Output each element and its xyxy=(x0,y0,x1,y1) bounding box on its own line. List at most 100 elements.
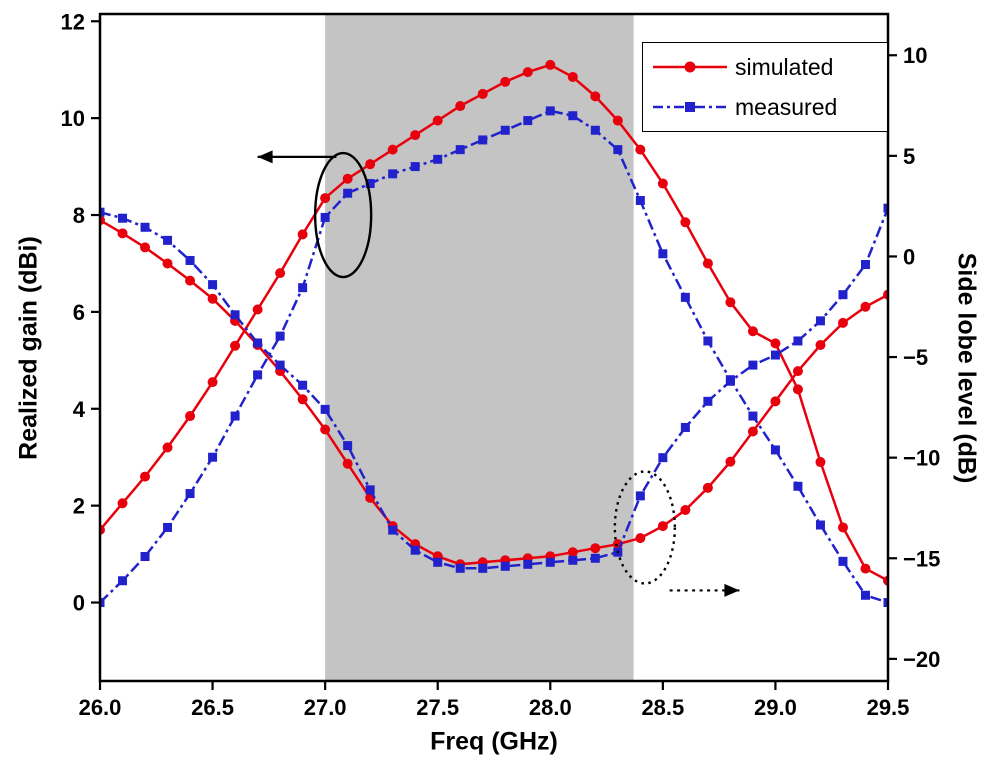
x-tick-label: 28.0 xyxy=(529,695,572,720)
shaded-band xyxy=(325,14,634,681)
legend-label-measured: measured xyxy=(735,93,838,120)
measured-sidelobe-marker xyxy=(433,557,443,567)
measured-sidelobe-marker xyxy=(793,336,803,346)
x-axis-title: Freq (GHz) xyxy=(430,727,558,756)
measured-sidelobe-marker xyxy=(725,376,735,386)
simulated-gain-marker xyxy=(545,59,556,70)
measured-gain-marker xyxy=(883,598,888,608)
simulated-gain-marker xyxy=(500,76,511,87)
simulated-sidelobe-marker xyxy=(342,458,353,469)
measured-gain-marker xyxy=(388,169,398,179)
simulated-sidelobe-marker xyxy=(725,456,736,467)
measured-sidelobe-marker xyxy=(343,441,353,451)
measured-sidelobe-marker xyxy=(118,213,128,223)
x-tick-label: 28.5 xyxy=(641,695,684,720)
y-tick-label-left: 6 xyxy=(73,300,85,325)
simulated-gain-marker xyxy=(725,297,736,308)
simulated-sidelobe-marker xyxy=(680,504,691,515)
measured-sidelobe-marker xyxy=(590,553,600,563)
measured-gain-marker xyxy=(275,331,285,341)
legend: simulated measured xyxy=(642,42,888,132)
simulated-gain-marker xyxy=(657,178,668,189)
measured-sidelobe-marker xyxy=(140,222,150,232)
measured-gain-marker xyxy=(613,145,623,155)
measured-sidelobe-marker xyxy=(658,453,668,463)
measured-gain-marker xyxy=(815,520,825,530)
measured-gain-marker xyxy=(455,145,465,155)
measured-sidelobe-marker xyxy=(455,563,465,573)
simulated-gain-marker xyxy=(477,88,488,99)
simulated-gain-marker xyxy=(432,115,443,126)
measured-gain-marker xyxy=(500,125,510,135)
y-tick-label-right: −5 xyxy=(903,345,928,370)
x-tick-label: 27.0 xyxy=(304,695,347,720)
plot-frame xyxy=(98,12,890,683)
measured-gain-marker xyxy=(680,292,690,302)
y-tick-label-left: 4 xyxy=(73,397,86,422)
measured-gain-marker xyxy=(343,188,353,198)
measured-gain-marker xyxy=(590,125,600,135)
simulated-gain-marker xyxy=(815,457,826,468)
measured-sidelobe-marker xyxy=(388,525,398,535)
x-tick-label: 29.0 xyxy=(754,695,797,720)
measured-gain-marker xyxy=(365,179,375,189)
measured-sidelobe-marker xyxy=(748,360,758,370)
simulated-sidelobe-marker xyxy=(567,547,578,558)
simulated-sidelobe-marker xyxy=(792,366,803,377)
simulated-gain-marker xyxy=(297,229,308,240)
x-tick-label: 26.5 xyxy=(191,695,234,720)
measured-sidelobe-marker xyxy=(253,338,263,348)
measured-sidelobe-marker xyxy=(635,491,645,501)
line-measured-gain xyxy=(100,109,888,604)
simulated-sidelobe-marker xyxy=(590,543,601,554)
x-tick-label: 26.0 xyxy=(79,695,122,720)
measured-gain-marker xyxy=(793,481,803,491)
measured-sidelobe-marker xyxy=(883,203,888,213)
legend-marker-measured xyxy=(685,102,695,112)
measured-gain-marker xyxy=(253,370,263,380)
measured-sidelobe-marker xyxy=(815,316,825,326)
simulated-gain-marker xyxy=(117,498,128,509)
measured-gain-marker xyxy=(478,135,488,145)
sidelobe-axis-indicator-ellipse xyxy=(613,470,677,585)
simulated-gain-marker xyxy=(162,442,173,453)
measured-gain-marker xyxy=(635,195,645,205)
simulated-gain-marker xyxy=(747,326,758,337)
measured-gain-marker xyxy=(185,489,195,499)
y-tick-label-right: −15 xyxy=(903,546,940,571)
y-tick-label-left: 10 xyxy=(61,106,85,131)
measured-sidelobe-marker xyxy=(100,207,105,217)
simulated-gain-marker xyxy=(702,258,713,269)
measured-gain-marker xyxy=(140,552,150,562)
measured-gain-marker xyxy=(748,411,758,421)
measured-gain-marker xyxy=(658,249,668,259)
measured-sidelobe-marker xyxy=(478,563,488,573)
simulated-gain-marker xyxy=(320,193,331,204)
simulated-gain-marker xyxy=(567,71,578,82)
measured-gain-marker xyxy=(860,590,870,600)
y-tick-label-right: 5 xyxy=(903,144,915,169)
measured-gain-marker xyxy=(410,162,420,172)
simulated-sidelobe-marker xyxy=(770,396,781,407)
y-tick-label-left: 8 xyxy=(73,203,85,228)
measured-sidelobe-marker xyxy=(410,545,420,555)
simulated-gain-marker xyxy=(365,159,376,170)
measured-gain-marker xyxy=(568,111,578,121)
simulated-sidelobe-marker xyxy=(635,533,646,544)
simulated-gain-marker xyxy=(590,91,601,102)
measured-sidelobe-marker xyxy=(703,396,713,406)
measured-sidelobe-marker xyxy=(860,260,870,270)
simulated-gain-marker xyxy=(140,471,151,482)
y-tick-label-right: −10 xyxy=(903,446,940,471)
x-tick-label: 29.5 xyxy=(867,695,910,720)
simulated-sidelobe-marker xyxy=(657,521,668,532)
y-tick-label-left: 0 xyxy=(73,591,85,616)
simulated-gain-marker xyxy=(275,268,286,279)
simulated-gain-marker xyxy=(410,130,421,141)
simulated-sidelobe-marker xyxy=(815,339,826,350)
gain-axis-indicator-ellipse xyxy=(313,151,373,279)
simulated-gain-marker xyxy=(635,144,646,155)
measured-sidelobe-marker xyxy=(185,255,195,265)
measured-sidelobe-marker xyxy=(275,360,285,370)
